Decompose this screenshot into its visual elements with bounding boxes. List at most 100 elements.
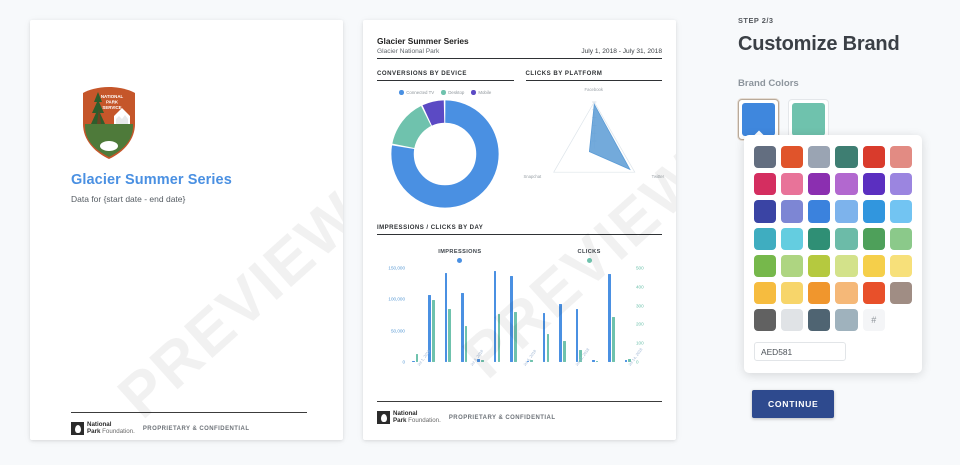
palette-swatch[interactable] (835, 227, 858, 250)
palette-swatch[interactable] (835, 309, 858, 332)
palette-swatch[interactable] (808, 173, 831, 196)
palette-swatch[interactable] (754, 227, 777, 250)
legend-label: Connected TV (406, 90, 435, 95)
bar-clicks (481, 360, 484, 362)
npf-line-2-light: Foundation. (102, 427, 135, 435)
svg-text:SERVICE: SERVICE (102, 105, 121, 110)
report-footer-divider (377, 401, 662, 402)
hex-color-input[interactable]: AED581 (754, 342, 846, 362)
preview-watermark: PREVIEW (30, 20, 343, 440)
svg-text:PARK: PARK (106, 100, 119, 105)
bar-impressions (510, 275, 513, 362)
conversions-by-device-heading: CONVERSIONS BY DEVICE (377, 70, 467, 77)
palette-swatch[interactable] (781, 200, 804, 223)
npf-report-line-1: National (393, 410, 418, 418)
cover-title: Glacier Summer Series (71, 172, 232, 188)
legend-clicks-dot (586, 258, 592, 263)
palette-swatch[interactable] (808, 146, 831, 169)
legend-label: Mobile (478, 90, 492, 95)
palette-swatch[interactable] (754, 309, 777, 332)
palette-spacer (890, 309, 912, 331)
legend-dot (471, 90, 476, 95)
palette-swatch[interactable] (754, 173, 777, 196)
palette-swatch[interactable] (781, 146, 804, 169)
bar-group (423, 268, 439, 362)
continue-button[interactable]: CONTINUE (752, 390, 835, 418)
bar-group (538, 268, 554, 362)
palette-swatch[interactable] (862, 146, 885, 169)
palette-swatch[interactable] (889, 173, 912, 196)
panel-divider-right (525, 80, 662, 81)
y-tick-right: 500 (636, 265, 644, 271)
palette-swatch[interactable] (808, 254, 831, 277)
legend-clicks: CLICKS (578, 249, 601, 263)
palette-swatch[interactable] (808, 200, 831, 223)
bar-clicks (563, 341, 566, 362)
palette-swatch[interactable] (889, 227, 912, 250)
bar-impressions (591, 360, 595, 362)
cover-footer: National Park Foundation. PROPRIETARY & … (71, 421, 249, 435)
clicks-by-platform-heading: CLICKS BY PLATFORM (525, 70, 603, 77)
palette-swatch[interactable] (862, 254, 885, 277)
palette-swatch[interactable] (754, 281, 777, 305)
bar-clicks (464, 326, 468, 362)
palette-swatch[interactable] (781, 281, 804, 305)
y-axis-impressions: 0 50,000 100,000 150,000 (379, 266, 405, 365)
palette-swatch[interactable] (781, 309, 804, 332)
color-palette-grid[interactable]: # (754, 146, 912, 332)
palette-swatch[interactable] (781, 227, 804, 250)
swatch-fill (742, 103, 775, 136)
bar-clicks (448, 309, 452, 362)
palette-swatch[interactable] (781, 254, 804, 277)
palette-swatch[interactable] (862, 281, 885, 305)
bar-impressions (493, 271, 497, 362)
y-tick-right: 300 (636, 303, 644, 309)
donut-legend-item: Connected TV (399, 90, 434, 95)
bar-group (603, 268, 619, 362)
bar-group (554, 268, 570, 362)
bar-impressions (575, 308, 579, 362)
palette-swatch[interactable] (808, 309, 831, 332)
palette-swatch[interactable] (889, 200, 912, 223)
bar-clicks (497, 314, 501, 362)
y-axis-clicks: 0 100 200 300 400 500 (634, 265, 660, 365)
y-tick-left: 0 (402, 359, 405, 365)
bar-clicks (432, 299, 435, 362)
palette-swatch[interactable] (862, 173, 885, 196)
legend-impressions-dot (457, 258, 463, 263)
palette-swatch[interactable] (835, 254, 858, 277)
bar-impressions (608, 274, 611, 362)
watermark-text: PREVIEW (105, 179, 343, 432)
palette-swatch[interactable] (889, 254, 912, 277)
legend-clicks-label: CLICKS (577, 249, 601, 255)
palette-swatch[interactable] (862, 227, 885, 250)
bar-group (620, 268, 636, 362)
palette-swatch[interactable] (835, 146, 858, 169)
palette-swatch[interactable] (889, 146, 912, 169)
palette-swatch[interactable] (835, 173, 858, 196)
brand-swatch-primary[interactable] (738, 99, 779, 140)
npf-report-line-2-light: Foundation. (408, 416, 441, 424)
palette-swatch[interactable] (835, 281, 858, 305)
donut-legend: Connected TV Desktop Mobile (377, 90, 514, 95)
hex-toggle-swatch[interactable]: # (862, 309, 885, 332)
palette-swatch[interactable] (808, 281, 831, 305)
palette-swatch[interactable] (862, 200, 885, 223)
bar-group (440, 268, 456, 362)
donut-slice (391, 100, 499, 208)
palette-swatch[interactable] (835, 200, 858, 223)
palette-swatch[interactable] (808, 227, 831, 250)
palette-swatch[interactable] (754, 200, 777, 223)
impressions-clicks-bar-chart: 0 50,000 100,000 150,000 0 100 200 300 400 500 (377, 265, 662, 365)
report-title: Glacier Summer Series (377, 36, 469, 46)
brand-swatch-secondary[interactable] (788, 99, 829, 140)
palette-swatch[interactable] (781, 173, 804, 196)
cover-divider (71, 412, 307, 413)
bar-impressions (526, 360, 530, 362)
palette-swatch[interactable] (754, 254, 777, 277)
bar-group (489, 268, 505, 362)
palette-swatch[interactable] (754, 146, 777, 169)
bar-group (522, 268, 538, 362)
palette-swatch[interactable] (889, 281, 912, 305)
radar-outline (552, 101, 635, 173)
